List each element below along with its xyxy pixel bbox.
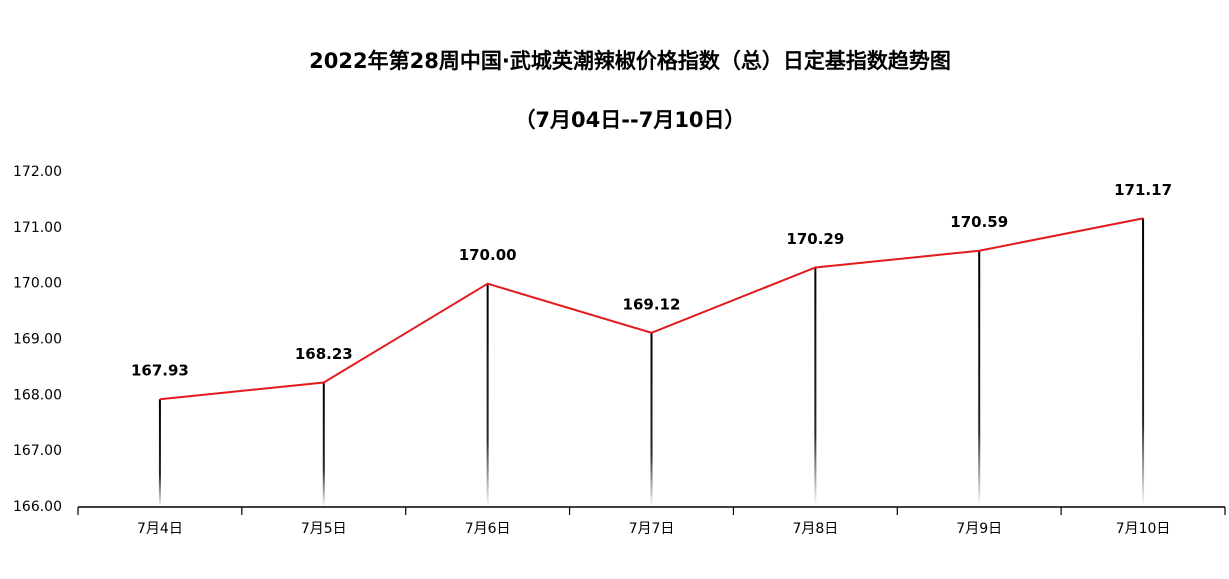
y-tick-label: 171.00 (13, 220, 62, 236)
data-line (159, 217, 1144, 401)
y-tick-label: 170.00 (13, 276, 62, 292)
drop-line (650, 332, 653, 507)
x-tick-label: 7月7日 (629, 521, 675, 537)
value-label: 170.00 (459, 246, 517, 264)
chart-title: 2022年第28周中国·武城英潮辣椒价格指数（总）日定基指数趋势图 (309, 49, 951, 73)
value-label: 171.17 (1114, 181, 1172, 199)
value-label: 169.12 (623, 295, 681, 313)
x-tick-label: 7月6日 (465, 521, 511, 537)
x-tick-label: 7月10日 (1116, 521, 1171, 537)
value-label: 167.93 (131, 362, 189, 380)
drop-line (1142, 218, 1145, 507)
drop-line (158, 399, 161, 507)
x-tick-label: 7月9日 (956, 521, 1002, 537)
y-tick-label: 172.00 (13, 164, 62, 180)
drop-line (814, 267, 817, 507)
value-label: 168.23 (295, 345, 353, 363)
y-tick-label: 167.00 (13, 443, 62, 459)
drop-line (978, 250, 981, 507)
x-tick-label: 7月5日 (301, 521, 347, 537)
drop-line (322, 382, 325, 507)
y-tick-label: 168.00 (13, 387, 62, 403)
y-tick-label: 169.00 (13, 332, 62, 348)
drop-line (486, 283, 489, 507)
y-tick-label: 166.00 (13, 499, 62, 515)
x-tick-label: 7月8日 (792, 521, 838, 537)
value-label: 170.59 (950, 213, 1008, 231)
chart-subtitle: （7月04日--7月10日） (514, 108, 745, 132)
x-tick-label: 7月4日 (137, 521, 183, 537)
value-label: 170.29 (786, 230, 844, 248)
